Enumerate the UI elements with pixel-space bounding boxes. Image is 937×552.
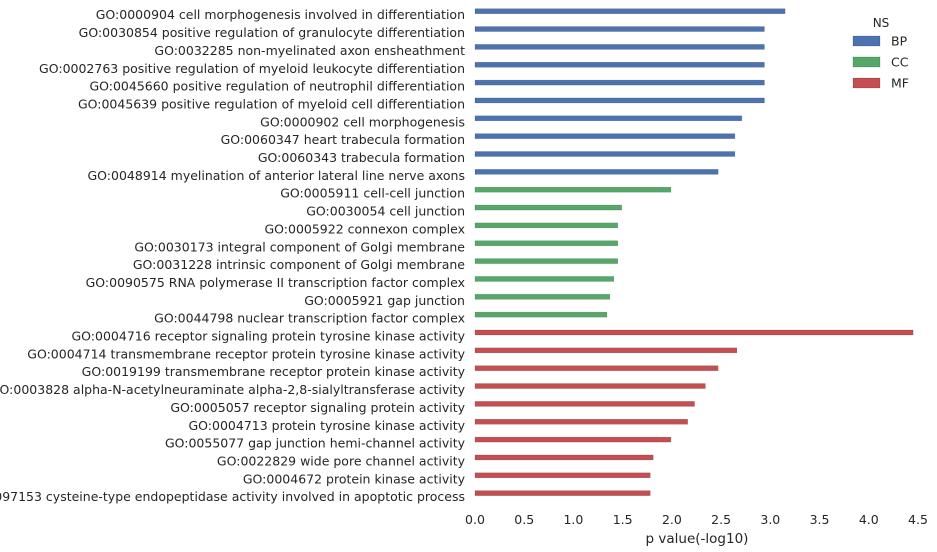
bar [474, 186, 672, 193]
bar [474, 276, 615, 282]
x-tick-label: 4.5 [908, 512, 928, 527]
legend-label: BP [891, 34, 908, 49]
bar [474, 294, 611, 300]
category-label: GO:0032285 non-myelinated axon ensheathm… [154, 43, 465, 58]
x-tick-label: 1.0 [563, 512, 583, 527]
bar [474, 472, 651, 479]
bar [474, 311, 608, 318]
category-label: GO:0005057 receptor signaling protein ac… [170, 400, 465, 415]
bar [474, 383, 706, 389]
category-label: GO:0097153 cysteine-type endopeptidase a… [0, 489, 465, 504]
category-label: GO:0003828 alpha-N-acetylneuraminate alp… [0, 382, 466, 397]
bar [474, 169, 719, 175]
category-label: GO:0004716 receptor signaling protein ty… [72, 329, 466, 344]
bar [474, 258, 618, 264]
bar [474, 115, 743, 122]
category-label: GO:0060347 heart trabecula formation [221, 132, 465, 147]
category-label: GO:0000904 cell morphogenesis involved i… [96, 7, 465, 22]
x-axis-title: p value(-log10) [646, 531, 749, 547]
legend-swatch [852, 77, 881, 89]
category-label: GO:0030054 cell junction [306, 204, 465, 219]
bar [474, 151, 736, 157]
bars-layer [474, 8, 914, 496]
category-label: GO:0022829 wide pore channel activity [217, 453, 466, 468]
bar [474, 490, 651, 496]
bar [474, 419, 688, 425]
category-label: GO:0045660 positive regulation of neutro… [89, 79, 465, 94]
category-label: GO:0060343 trabecula formation [258, 150, 465, 165]
category-label: GO:0044798 nuclear transcription factor … [154, 311, 465, 326]
x-tick-label: 3.0 [760, 512, 780, 527]
bar [474, 133, 736, 139]
category-label: GO:0004714 transmembrane receptor protei… [27, 346, 465, 361]
category-label: GO:0005911 cell-cell junction [280, 186, 465, 201]
bar [474, 8, 786, 14]
category-label: GO:0045639 positive regulation of myeloi… [78, 96, 465, 111]
legend-swatch [852, 56, 881, 68]
bar [474, 401, 695, 407]
x-tick-label: 4.0 [859, 512, 879, 527]
category-label: GO:0004672 protein kinase activity [243, 471, 466, 486]
legend-swatch [852, 35, 881, 47]
bar [474, 347, 738, 354]
x-axis-ticks: 0.0 0.5 1.0 1.5 2.0 2.5 3.0 3.5 4.0 4.5 [465, 512, 928, 527]
bar [474, 454, 654, 461]
bar [474, 97, 765, 104]
bar [474, 222, 618, 229]
x-tick-label: 1.5 [613, 512, 633, 527]
legend-title: NS [873, 16, 890, 30]
x-tick-label: 0.5 [514, 512, 534, 527]
x-tick-label: 0.0 [465, 512, 485, 527]
category-label: GO:0055077 gap junction hemi-channel act… [165, 436, 466, 451]
bar [474, 62, 765, 68]
bar [474, 329, 914, 336]
legend-label: CC [891, 55, 909, 70]
category-label: GO:0005922 connexon complex [264, 221, 465, 236]
x-tick-label: 2.0 [662, 512, 682, 527]
bar [474, 204, 622, 211]
category-label: GO:0030173 integral component of Golgi m… [134, 239, 465, 254]
bar [474, 240, 618, 246]
bar [474, 365, 719, 371]
category-label: GO:0002763 positive regulation of myeloi… [39, 61, 465, 76]
category-label: GO:0030854 positive regulation of granul… [79, 25, 465, 40]
x-tick-label: 2.5 [711, 512, 731, 527]
legend: NS BP CC MF [852, 16, 909, 91]
category-label: GO:0048914 myelination of anterior later… [87, 168, 465, 183]
legend-label: MF [891, 76, 909, 91]
category-labels: GO:0000904 cell morphogenesis involved i… [0, 7, 466, 504]
category-label: GO:0090575 RNA polymerase II transcripti… [86, 275, 465, 290]
category-label: GO:0005921 gap junction [304, 293, 465, 308]
category-label: GO:0031228 intrinsic component of Golgi … [133, 257, 465, 272]
category-label: GO:0000902 cell morphogenesis [260, 114, 465, 129]
bar [474, 436, 672, 443]
category-label: GO:0004713 protein tyrosine kinase activ… [189, 418, 466, 433]
bar [474, 44, 765, 50]
bar [474, 79, 765, 86]
category-label: GO:0019199 transmembrane receptor protei… [82, 364, 466, 379]
x-tick-label: 3.5 [810, 512, 830, 527]
bar [474, 26, 765, 32]
